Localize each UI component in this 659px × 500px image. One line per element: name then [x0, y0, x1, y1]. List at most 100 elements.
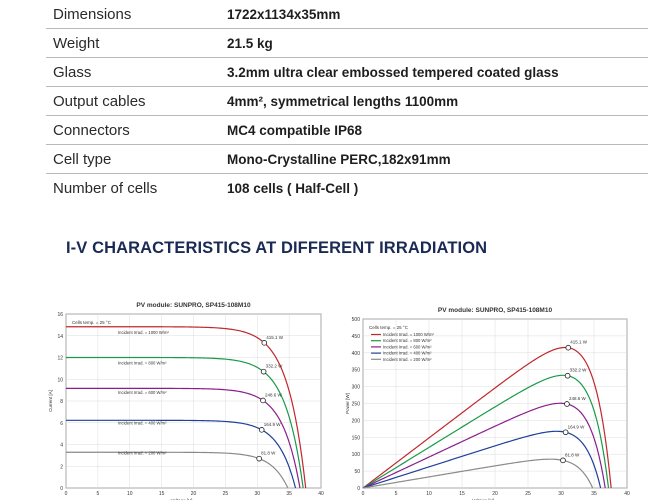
x-tick-label: 30 [254, 491, 260, 497]
mpp-marker [560, 457, 566, 464]
spec-label: Glass [53, 63, 92, 81]
x-axis-label: Voltage [V] [171, 498, 193, 500]
x-tick-label: 30 [558, 491, 564, 497]
mpp-marker [261, 340, 268, 346]
x-tick-label: 0 [362, 491, 365, 497]
mpp-label: 415.1 W [570, 340, 588, 345]
legend-label: Incident Irrad. = 800 W/m² [383, 338, 432, 343]
pv-chart: PV module: SUNPRO, SP415-108M10050100150… [333, 292, 633, 500]
mpp-marker [565, 344, 572, 351]
y-tick-label: 400 [352, 351, 361, 357]
y-tick-label: 300 [352, 385, 361, 391]
iv-chart: PV module: SUNPRO, SP415-108M10 0 2 4 6 8 10 12… [28, 292, 328, 500]
x-tick-label: 0 [65, 491, 68, 497]
mpp-label: 332.2 W [570, 368, 588, 373]
x-tick-label: 40 [318, 491, 324, 497]
y-tick-label: 250 [352, 402, 361, 408]
y-tick-label: 100 [352, 452, 361, 458]
x-tick-label: 10 [127, 491, 133, 497]
section-title: I-V CHARACTERISTICS AT DIFFERENT IRRADIA… [66, 239, 488, 257]
y-tick-label: 10 [57, 377, 63, 383]
series-label: Incident Irrad. = 600 W/m² [118, 390, 167, 395]
series-line [362, 430, 602, 489]
x-tick-label: 35 [286, 491, 292, 497]
x-axis-label: Voltage [V] [472, 498, 494, 500]
spec-value: 4mm², symmetrical lengths 1100mm [227, 93, 459, 109]
x-tick-label: 10 [426, 491, 432, 497]
series-line [362, 458, 594, 489]
y-tick-label: 14 [57, 334, 63, 340]
legend-label: Incident Irrad. = 1000 W/m² [383, 332, 434, 337]
spec-label: Number of cells [53, 179, 158, 197]
spec-table: Dimensions 1722x1134x35mm Weight 21.5 kg… [46, 0, 648, 202]
spec-value: 3.2mm ultra clear embossed tempered coat… [227, 64, 559, 80]
mpp-marker [260, 368, 267, 375]
y-tick-label: 8 [60, 399, 63, 405]
y-tick-label: 4 [60, 443, 63, 449]
x-tick-label: 15 [159, 491, 165, 497]
mpp-marker [260, 397, 266, 404]
cell-temp-annotation: Cells temp. = 25 °C [72, 320, 112, 325]
x-tick-label: 35 [591, 491, 597, 497]
x-tick-label: 15 [459, 491, 465, 497]
y-tick-label: 500 [352, 317, 361, 323]
cell-temp-annotation: Cells temp. = 25 °C [369, 325, 409, 330]
series-line [66, 451, 289, 489]
mpp-label: 332.2 W [266, 364, 284, 369]
mpp-marker [564, 372, 571, 379]
spec-value: 108 cells ( Half-Cell ) [227, 180, 359, 196]
mpp-marker [256, 455, 262, 462]
spec-value: Mono-Crystalline PERC,182x91mm [227, 151, 451, 167]
spec-value: 1722x1134x35mm [227, 6, 341, 22]
mpp-label: 164.9 W [264, 422, 282, 427]
y-axis-label: Power [W] [345, 393, 350, 414]
spec-row-number-of-cells: Number of cells 108 cells ( Half-Cell ) [46, 174, 648, 202]
x-tick-label: 5 [96, 491, 99, 497]
spec-row-cell-type: Cell type Mono-Crystalline PERC,182x91mm [46, 145, 648, 174]
spec-row-dimensions: Dimensions 1722x1134x35mm [46, 0, 648, 29]
x-tick-label: 20 [191, 491, 197, 497]
x-tick-label: 25 [525, 491, 531, 497]
series-label: Incident Irrad. = 200 W/m² [118, 451, 167, 456]
x-tick-label: 5 [395, 491, 398, 497]
y-tick-label: 2 [60, 464, 63, 470]
y-tick-label: 0 [357, 486, 360, 492]
series-label: Incident Irrad. = 800 W/m² [118, 360, 167, 365]
y-axis-label: Current [A] [48, 390, 53, 412]
spec-label: Weight [53, 34, 100, 52]
spec-value: 21.5 kg [227, 35, 273, 51]
mpp-label: 415.1 W [266, 335, 284, 340]
legend-label: Incident Irrad. = 200 W/m² [383, 357, 432, 362]
series-line [66, 419, 297, 489]
mpp-marker [564, 401, 570, 407]
mpp-label: 164.9 W [568, 424, 586, 429]
spec-row-output-cables: Output cables 4mm², symmetrical lengths … [46, 87, 648, 116]
y-tick-label: 50 [354, 469, 360, 475]
mpp-label: 248.6 W [569, 396, 587, 401]
spec-value: MC4 compatible IP68 [227, 122, 363, 138]
spec-label: Cell type [53, 150, 112, 168]
y-tick-label: 200 [352, 418, 361, 424]
y-tick-label: 12 [57, 356, 63, 362]
spec-label: Connectors [53, 121, 130, 139]
spec-label: Dimensions [53, 5, 132, 23]
mpp-marker [562, 429, 569, 436]
chart-title: PV module: SUNPRO, SP415-108M10 [136, 302, 251, 309]
legend-label: Incident Irrad. = 600 W/m² [383, 344, 432, 349]
y-tick-label: 6 [60, 421, 63, 427]
y-tick-label: 0 [60, 486, 63, 492]
legend-label: Incident Irrad. = 400 W/m² [383, 351, 432, 356]
y-tick-label: 16 [57, 312, 63, 318]
series-label: Incident Irrad. = 1000 W/m² [118, 330, 169, 335]
y-tick-label: 450 [352, 334, 361, 340]
y-tick-label: 150 [352, 435, 361, 441]
chart-title: PV module: SUNPRO, SP415-108M10 [438, 307, 553, 314]
x-tick-label: 20 [492, 491, 498, 497]
x-tick-label: 40 [624, 491, 630, 497]
spec-label: Output cables [53, 92, 146, 110]
spec-row-weight: Weight 21.5 kg [46, 29, 648, 58]
spec-row-connectors: Connectors MC4 compatible IP68 [46, 116, 648, 145]
spec-row-glass: Glass 3.2mm ultra clear embossed tempere… [46, 58, 648, 87]
mpp-label: 81.8 W [565, 452, 580, 457]
series-label: Incident Irrad. = 400 W/m² [118, 421, 167, 426]
